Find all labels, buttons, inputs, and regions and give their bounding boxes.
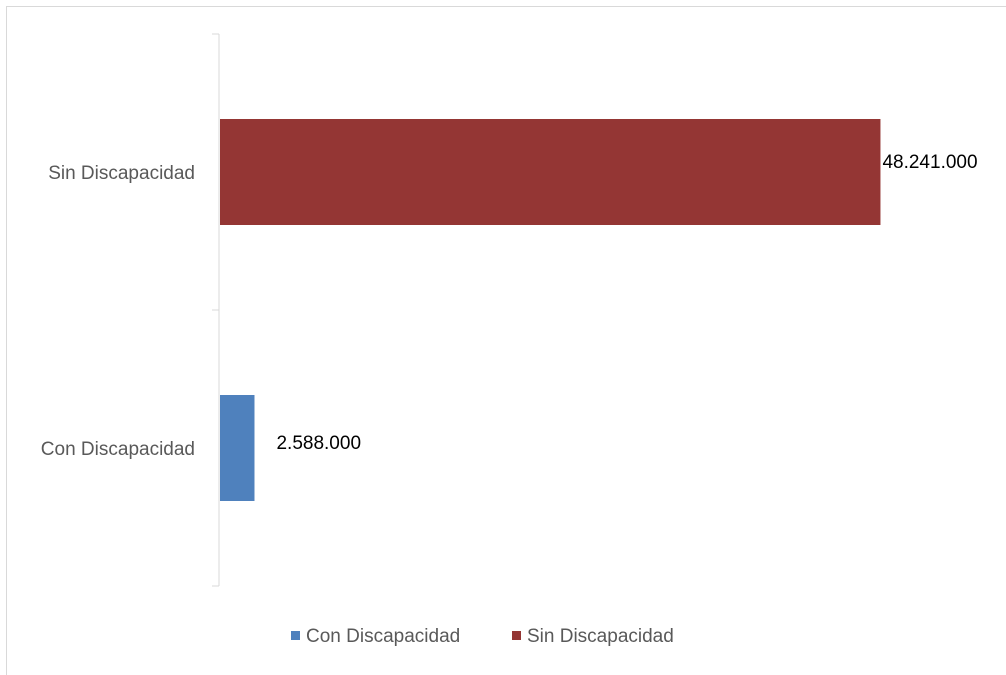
data-label: 48.241.000 — [882, 152, 977, 173]
bar — [220, 395, 255, 501]
category-tick-label: Sin Discapacidad — [48, 163, 195, 184]
category-tick-label: Con Discapacidad — [41, 439, 195, 460]
legend-label: Sin Discapacidad — [527, 626, 674, 647]
bar — [220, 119, 881, 225]
labels-layer: Con Discapacidad Sin Discapacidad 2.588.00… — [41, 152, 978, 460]
chart-frame — [6, 6, 1006, 675]
data-label: 2.588.000 — [276, 433, 361, 454]
bars-layer — [220, 119, 881, 501]
legend-label: Con Discapacidad — [306, 626, 460, 647]
legend: Con Discapacidad Sin Discapacidad — [291, 626, 674, 647]
legend-swatch — [512, 631, 521, 640]
legend-swatch — [291, 631, 300, 640]
category-axis — [212, 33, 220, 587]
